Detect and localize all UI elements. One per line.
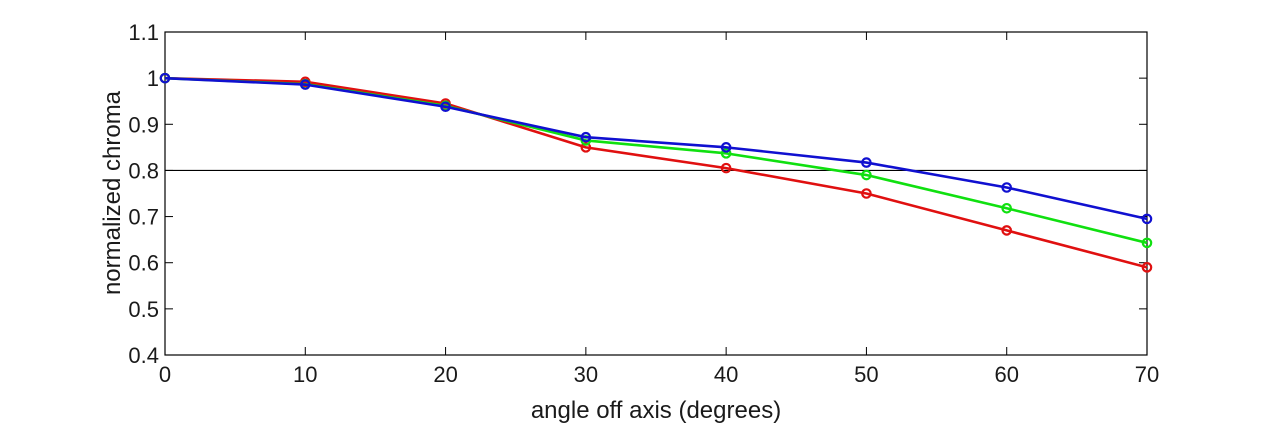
data-point	[299, 79, 311, 90]
data-point	[720, 142, 732, 153]
x-tick-label: 70	[1135, 362, 1159, 387]
data-point	[861, 157, 872, 168]
x-tick-label: 30	[574, 362, 598, 387]
data-point	[440, 101, 451, 113]
y-tick-label: 0.9	[128, 112, 159, 137]
data-point	[861, 169, 872, 181]
series-line-1	[164, 76, 1148, 269]
x-tick-label: 10	[293, 362, 317, 387]
x-tick-label: 50	[854, 362, 878, 387]
y-tick-label: 0.4	[128, 343, 159, 368]
data-point	[720, 162, 732, 174]
x-tick-label: 0	[159, 362, 171, 387]
plot-area	[164, 31, 1148, 356]
y-axis-label: normalized chroma	[99, 90, 126, 295]
x-tick-label: 20	[433, 362, 457, 387]
data-point	[1141, 262, 1153, 273]
data-point	[720, 148, 732, 159]
y-tick-label: 1	[147, 66, 159, 91]
y-tick-label: 0.8	[128, 158, 159, 183]
y-tick-label: 0.7	[128, 205, 159, 230]
data-point	[159, 72, 171, 84]
x-tick-label: 60	[994, 362, 1018, 387]
y-tick-label: 0.6	[128, 251, 159, 276]
x-tick-label: 40	[714, 362, 738, 387]
y-tick-label: 1.1	[128, 20, 159, 45]
data-point	[580, 131, 592, 143]
series-line-3	[164, 76, 1148, 221]
y-tick-label: 0.5	[128, 297, 159, 322]
data-point	[1001, 225, 1013, 236]
data-point	[861, 188, 872, 199]
data-point	[1001, 202, 1013, 214]
data-point	[1141, 237, 1153, 249]
data-point	[580, 142, 592, 153]
data-point	[1001, 182, 1013, 193]
data-point	[1141, 213, 1153, 225]
x-axis-label: angle off axis (degrees)	[531, 397, 781, 423]
